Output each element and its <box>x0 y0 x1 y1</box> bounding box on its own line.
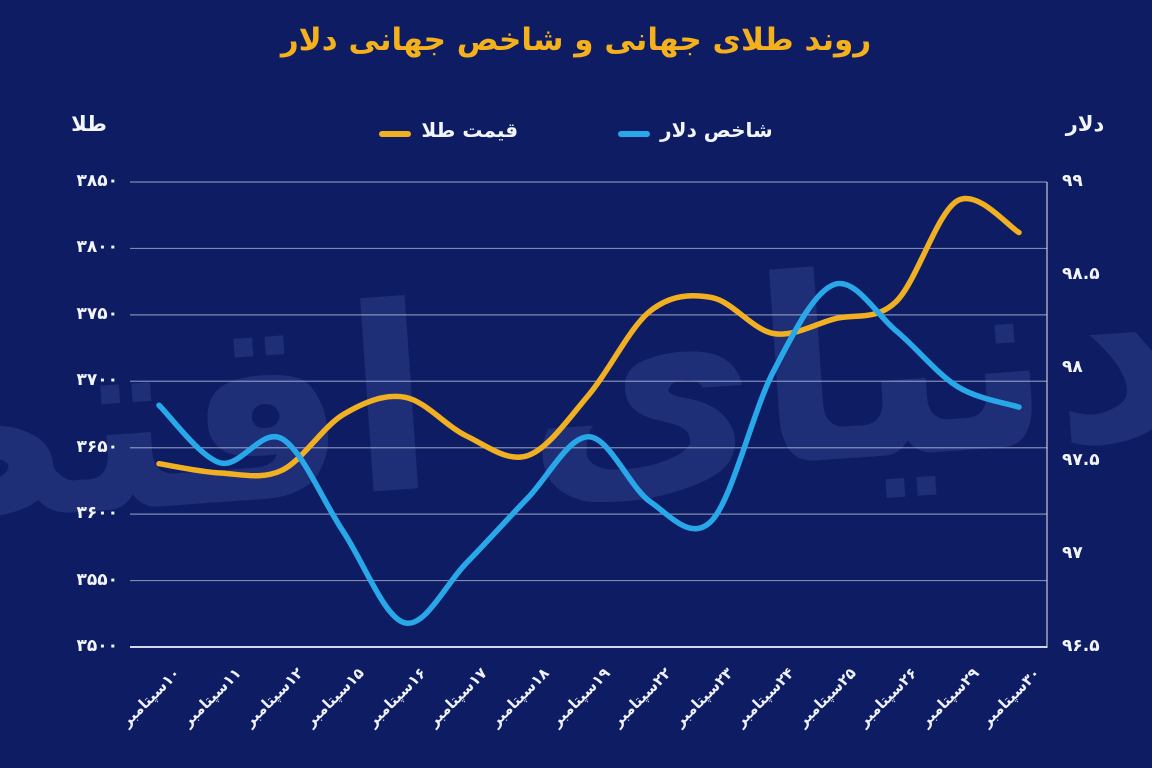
left-axis-tick: ۳۷۵۰ <box>76 303 118 324</box>
legend: قیمت طلا شاخص دلار <box>0 118 1152 142</box>
dollar-line-swatch <box>618 131 651 137</box>
right-axis-tick: ۹۸.۵ <box>1062 264 1100 284</box>
left-axis-tick: ۳۵۰۰ <box>76 636 118 656</box>
right-axis-tick: ۹۷ <box>1062 543 1083 563</box>
left-axis-tick: ۳۸۰۰ <box>76 237 118 258</box>
legend-label-gold: قیمت طلا <box>421 118 519 142</box>
left-axis-tick: ۳۶۵۰ <box>76 436 118 457</box>
left-axis-title: طلا <box>71 112 107 136</box>
left-axis-tick: ۳۷۰۰ <box>76 370 118 391</box>
right-axis-tick: ۹۹ <box>1062 171 1083 191</box>
chart-title: روند طلای جهانی و شاخص جهانی دلار <box>280 22 872 58</box>
legend-item-gold: قیمت طلا <box>379 118 518 142</box>
dollar-index-line <box>156 280 1022 626</box>
left-axis-tick: ۳۸۵۰ <box>76 171 118 191</box>
legend-item-dollar: شاخص دلار <box>618 118 773 142</box>
left-axis-tick: ۳۶۰۰ <box>76 503 118 524</box>
legend-label-dollar: شاخص دلار <box>660 118 773 142</box>
right-axis-tick: ۹۷.۵ <box>1062 450 1100 470</box>
gold-line-swatch <box>379 131 412 137</box>
right-axis-tick: ۹۸ <box>1062 357 1083 377</box>
gold-price-line <box>156 195 1022 479</box>
right-axis-tick: ۹۶.۵ <box>1062 636 1100 656</box>
left-axis-tick: ۳۵۵۰ <box>76 569 118 590</box>
right-axis-title: دلار <box>1065 112 1105 136</box>
